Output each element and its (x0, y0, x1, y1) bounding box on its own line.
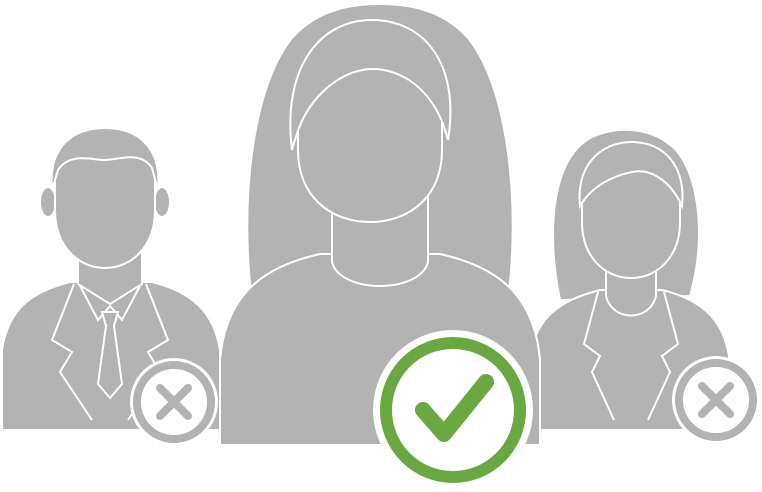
check-mark-icon (415, 374, 494, 442)
candidate-left-man (0, 126, 221, 431)
x-mark-icon (156, 384, 192, 420)
man-ear-right (153, 186, 171, 218)
reject-badge-left (130, 358, 218, 446)
reject-badge-right (672, 356, 760, 444)
x-mark-icon (698, 382, 734, 418)
man-ear-left (39, 186, 57, 218)
right-woman-lapel-right (647, 291, 680, 421)
man-lapel-left (50, 283, 93, 421)
man-hair (50, 126, 160, 191)
right-woman-bangs (578, 140, 684, 210)
center-woman-bangs (289, 18, 452, 151)
accept-badge-center (373, 330, 533, 490)
man-tie (96, 311, 124, 400)
right-woman-lapel-left (582, 291, 615, 421)
man-face (54, 144, 156, 270)
